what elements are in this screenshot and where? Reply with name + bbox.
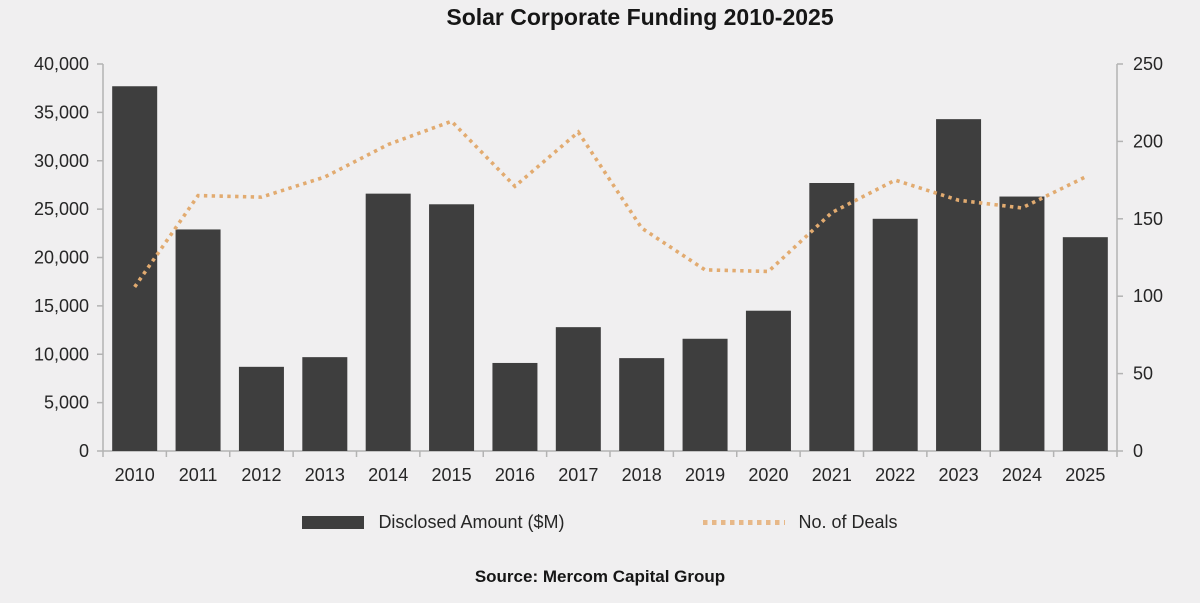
- bar-2024: [999, 196, 1045, 451]
- x-axis-year-label: 2013: [305, 465, 345, 485]
- bar-2023: [936, 119, 982, 452]
- x-axis-year-label: 2022: [875, 465, 915, 485]
- x-axis-year-label: 2023: [939, 465, 979, 485]
- bar-series-swatch: [302, 516, 365, 529]
- chart-title: Solar Corporate Funding 2010-2025: [446, 4, 834, 30]
- legend-item-no-of-deals: No. of Deals: [702, 512, 898, 533]
- bar-2012: [238, 366, 284, 451]
- deals-dotted-line: [133, 119, 1087, 288]
- left-axis-tick-label: 15,000: [34, 296, 89, 316]
- source-attribution: Source: Mercom Capital Group: [474, 567, 726, 586]
- x-axis-year-label: 2014: [368, 465, 408, 485]
- bar-2017: [555, 327, 601, 451]
- x-axis-year-label: 2025: [1065, 465, 1105, 485]
- bar-2022: [872, 218, 918, 451]
- left-axis-tick-label: 20,000: [34, 248, 89, 268]
- bar-2019: [682, 338, 728, 451]
- x-axis-year-label: 2021: [812, 465, 852, 485]
- bar-2025: [1062, 237, 1108, 451]
- right-axis-tick-label: 50: [1133, 364, 1153, 384]
- right-axis-tick-label: 100: [1133, 286, 1163, 306]
- bar-2014: [365, 193, 411, 451]
- x-axis-year-label: 2016: [495, 465, 535, 485]
- right-axis-tick-label: 0: [1133, 441, 1143, 461]
- left-axis-tick-label: 10,000: [34, 344, 89, 364]
- x-axis-year-label: 2020: [748, 465, 788, 485]
- right-axis-tick-label: 200: [1133, 131, 1163, 151]
- chart-legend: Disclosed Amount ($M) No. of Deals: [0, 512, 1200, 533]
- bar-2020: [745, 310, 791, 451]
- x-axis-year-label: 2024: [1002, 465, 1042, 485]
- bar-2011: [175, 229, 221, 451]
- x-axis-year-label: 2012: [241, 465, 281, 485]
- legend-label-no-of-deals: No. of Deals: [798, 512, 898, 532]
- x-axis-year-label: 2019: [685, 465, 725, 485]
- chart-canvas: 40,000 35,000 30,000 25,000 20,000 15,000 10,0…: [34, 54, 1163, 485]
- legend-item-disclosed-amount: Disclosed Amount ($M): [302, 512, 565, 533]
- bar-2010: [112, 86, 158, 451]
- x-axis-year-label: 2011: [179, 465, 218, 485]
- bar-2021: [809, 183, 855, 451]
- bar-2016: [492, 362, 538, 451]
- left-axis-tick-label: 40,000: [34, 54, 89, 74]
- legend-label-disclosed-amount: Disclosed Amount ($M): [378, 512, 565, 532]
- bar-2013: [302, 357, 348, 451]
- left-axis-tick-label: 35,000: [34, 102, 89, 122]
- left-axis-tick-label: 25,000: [34, 199, 89, 219]
- bar-2018: [619, 358, 665, 451]
- dotted-line-series-swatch: [702, 520, 785, 525]
- x-axis-year-label: 2017: [558, 465, 598, 485]
- bar-2015: [429, 204, 475, 451]
- x-axis-year-label: 2010: [115, 465, 155, 485]
- left-axis-tick-label: 0: [79, 441, 89, 461]
- left-axis-tick-label: 5,000: [44, 393, 89, 413]
- x-axis-year-label: 2018: [622, 465, 662, 485]
- x-axis-year-label: 2015: [432, 465, 472, 485]
- right-axis-tick-label: 250: [1133, 54, 1163, 74]
- right-axis-tick-label: 150: [1133, 209, 1163, 229]
- left-axis-tick-label: 30,000: [34, 151, 89, 171]
